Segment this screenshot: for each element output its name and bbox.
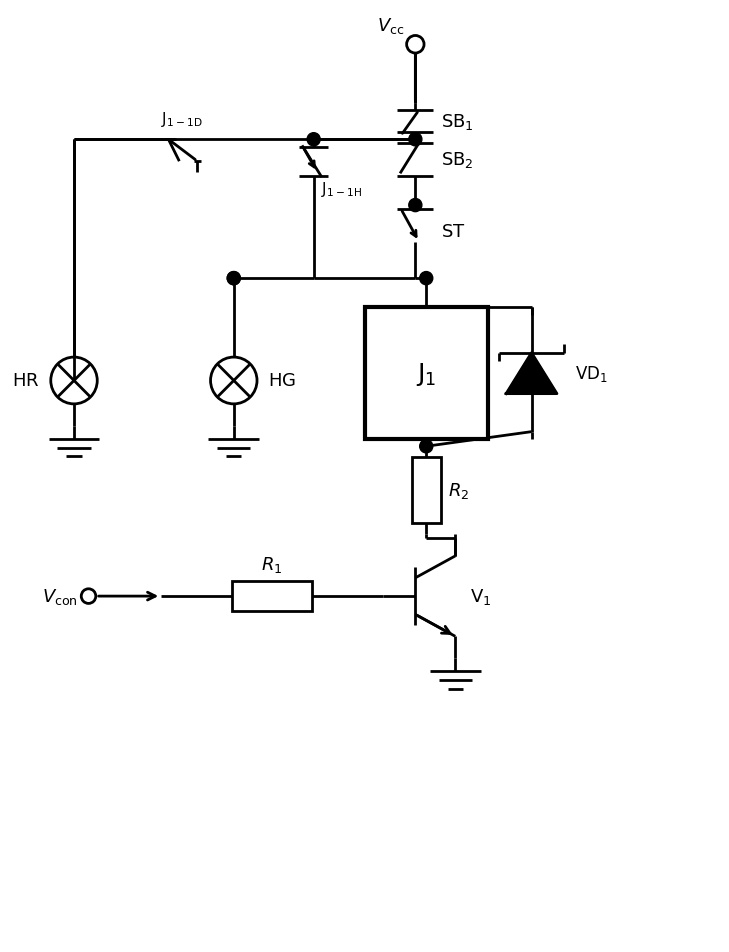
Text: $\rm HR$: $\rm HR$	[12, 372, 40, 390]
Text: $\rm J_{1-1H}$: $\rm J_{1-1H}$	[321, 180, 362, 199]
Bar	[412, 458, 441, 524]
Text: $R_2$: $R_2$	[448, 481, 469, 501]
Polygon shape	[506, 353, 557, 394]
Circle shape	[227, 272, 241, 286]
Text: $\rm V_1$: $\rm V_1$	[469, 586, 491, 606]
Text: $\rm J_1$: $\rm J_1$	[416, 360, 437, 387]
Text: $\rm SB_2$: $\rm SB_2$	[441, 150, 473, 170]
Text: $\rm J_{1-1D}$: $\rm J_{1-1D}$	[161, 110, 203, 129]
Circle shape	[409, 199, 422, 212]
Circle shape	[420, 272, 433, 286]
Text: $\rm HG$: $\rm HG$	[268, 372, 296, 390]
Circle shape	[409, 133, 422, 147]
Circle shape	[307, 133, 320, 147]
Text: $\rm SB_1$: $\rm SB_1$	[441, 112, 474, 132]
Text: $R_1$: $R_1$	[261, 555, 283, 575]
Circle shape	[227, 272, 241, 286]
Text: $\rm VD_1$: $\rm VD_1$	[575, 364, 608, 384]
Text: $V_{\rm cc}$: $V_{\rm cc}$	[377, 16, 405, 36]
Text: $V_{\rm con}$: $V_{\rm con}$	[42, 586, 78, 606]
Bar	[364, 308, 488, 440]
Bar	[232, 582, 312, 611]
Text: $\rm ST$: $\rm ST$	[441, 223, 465, 241]
Circle shape	[420, 440, 433, 453]
